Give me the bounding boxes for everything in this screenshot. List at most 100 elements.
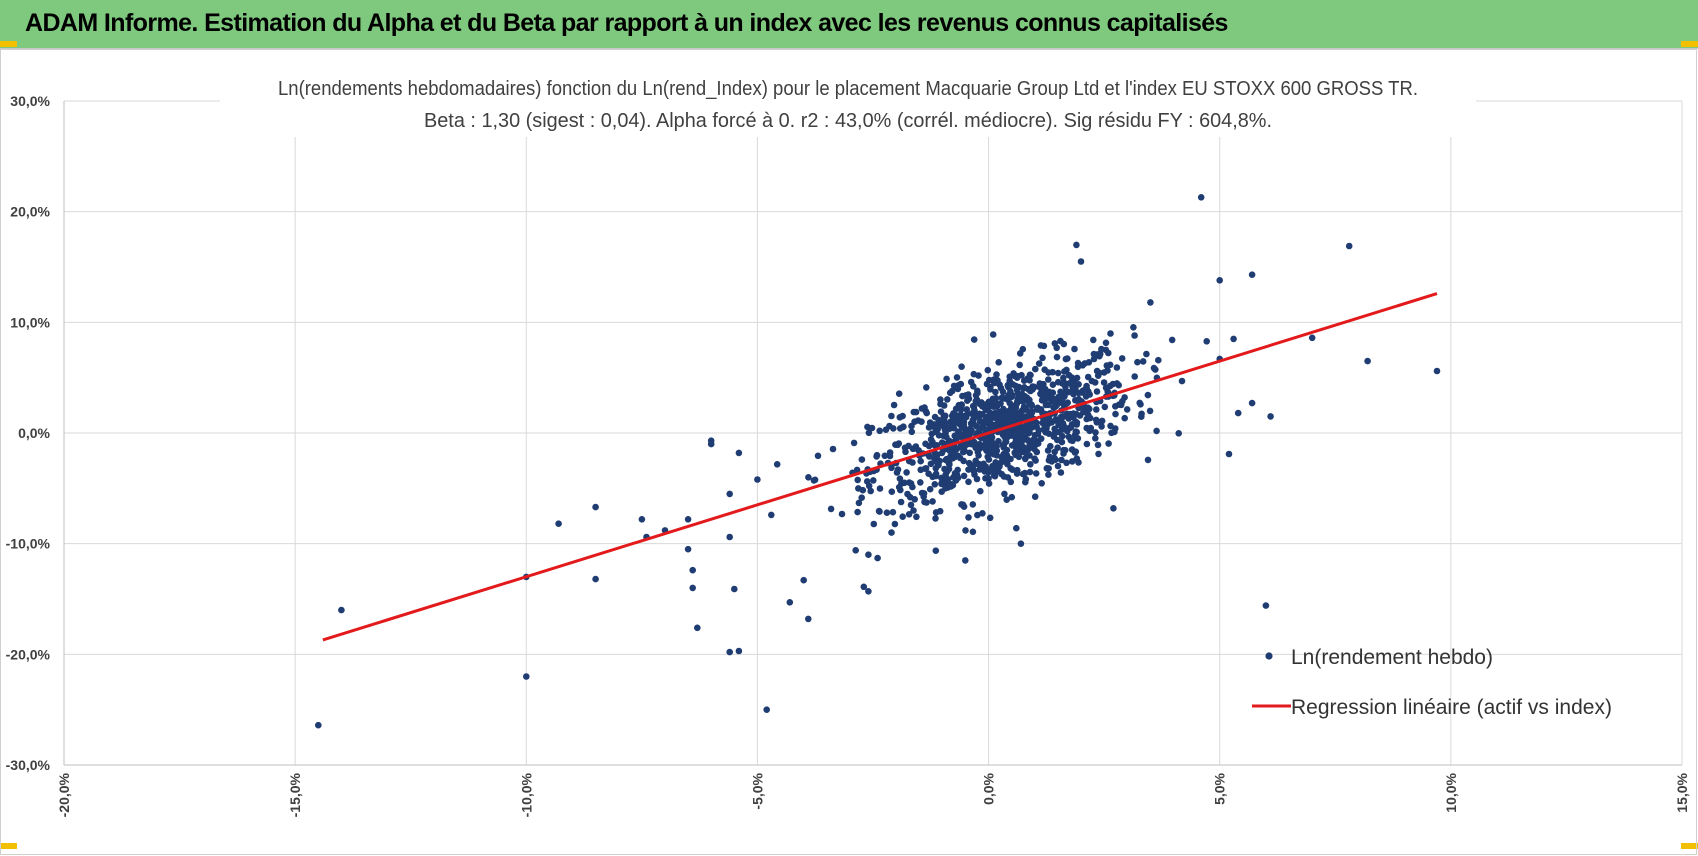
data-point	[891, 520, 899, 528]
data-point	[1054, 369, 1062, 377]
data-point	[523, 673, 530, 680]
data-point	[1038, 480, 1045, 487]
data-point	[953, 374, 961, 381]
y-tick-label: -20,0%	[6, 646, 51, 662]
data-point	[1074, 359, 1082, 367]
data-point	[592, 503, 599, 511]
data-point	[852, 547, 859, 554]
data-point	[860, 583, 868, 591]
data-point	[874, 554, 881, 562]
data-point	[972, 457, 979, 465]
data-point	[1134, 358, 1141, 366]
data-point	[969, 501, 977, 508]
data-point	[1032, 470, 1040, 477]
data-point	[1040, 426, 1047, 434]
data-point	[886, 449, 894, 456]
data-point	[1015, 410, 1022, 417]
data-point	[1003, 434, 1010, 441]
data-point	[1131, 332, 1138, 339]
data-point	[1168, 336, 1176, 344]
y-tick-label: 20,0%	[10, 204, 50, 220]
data-point	[850, 439, 858, 447]
data-point	[1063, 411, 1071, 419]
data-point	[944, 467, 951, 475]
data-point	[1138, 413, 1145, 421]
data-point	[1013, 524, 1020, 532]
data-point	[991, 443, 998, 451]
data-point	[1045, 369, 1052, 376]
data-point	[962, 527, 969, 534]
data-point	[959, 424, 966, 431]
legend-label-returns: Ln(rendement hebdo)	[1291, 646, 1493, 669]
data-point	[1121, 414, 1128, 422]
data-point	[1178, 377, 1186, 385]
data-point	[1118, 355, 1126, 362]
data-point	[1058, 438, 1066, 446]
data-point	[1267, 413, 1274, 420]
data-point	[1048, 458, 1056, 465]
data-point	[876, 427, 883, 435]
data-point	[1038, 397, 1046, 404]
data-point	[1144, 456, 1152, 464]
data-point	[1014, 466, 1021, 474]
data-point	[1115, 381, 1122, 389]
data-point	[890, 401, 898, 409]
data-point	[896, 425, 904, 432]
data-point	[707, 440, 715, 448]
data-point	[908, 428, 916, 436]
data-point	[1112, 410, 1119, 418]
x-tick-label: 0,0%	[981, 772, 997, 804]
data-point	[1006, 392, 1013, 400]
data-point	[1083, 440, 1091, 448]
data-point	[1092, 429, 1099, 436]
data-point	[958, 402, 965, 409]
data-point	[1029, 386, 1036, 393]
data-point	[1001, 455, 1009, 463]
legend: Ln(rendement hebdo) Regression linéaire …	[1252, 646, 1612, 719]
data-point	[895, 390, 903, 398]
data-point	[965, 466, 972, 473]
data-point	[875, 507, 883, 515]
data-point	[1092, 416, 1100, 424]
data-point	[1087, 424, 1095, 432]
data-point	[890, 425, 897, 432]
data-point	[870, 477, 877, 484]
data-point	[1197, 194, 1205, 201]
report-header: ADAM Informe. Estimation du Alpha et du …	[0, 0, 1698, 49]
data-point	[936, 507, 944, 515]
data-point	[1020, 434, 1027, 441]
data-point	[984, 366, 992, 374]
data-point	[1094, 372, 1102, 380]
chart-frame	[0, 49, 1697, 855]
data-point	[905, 511, 913, 518]
data-point	[1103, 362, 1111, 369]
data-point	[944, 476, 952, 483]
data-point	[975, 452, 982, 459]
data-point	[1021, 469, 1029, 477]
chart-subtitle: Beta : 1,30 (sigest : 0,04). Alpha forcé…	[424, 110, 1272, 132]
data-point	[1053, 344, 1060, 352]
data-point	[1096, 352, 1103, 360]
data-point	[1049, 381, 1057, 389]
data-point	[1230, 335, 1237, 343]
data-point	[1009, 409, 1017, 416]
data-point	[865, 588, 872, 595]
data-point	[1022, 478, 1029, 486]
data-point	[1364, 357, 1371, 365]
data-point	[982, 403, 990, 410]
data-point	[911, 496, 918, 503]
data-point	[726, 533, 733, 541]
data-point	[1093, 388, 1101, 395]
data-point	[895, 440, 903, 447]
data-point	[929, 498, 936, 505]
data-point	[814, 452, 822, 460]
data-point	[908, 422, 915, 430]
data-point	[974, 387, 981, 395]
data-point	[1013, 444, 1020, 452]
data-point	[1130, 324, 1137, 331]
data-point	[1001, 490, 1008, 498]
x-tick-label: 10,0%	[1443, 772, 1459, 812]
data-point	[1093, 406, 1100, 413]
y-axis-tick-labels: 30,0% 20,0% 10,0% 0,0% -10,0% -20,0% -30,0%	[6, 93, 51, 773]
data-point	[1014, 390, 1022, 397]
